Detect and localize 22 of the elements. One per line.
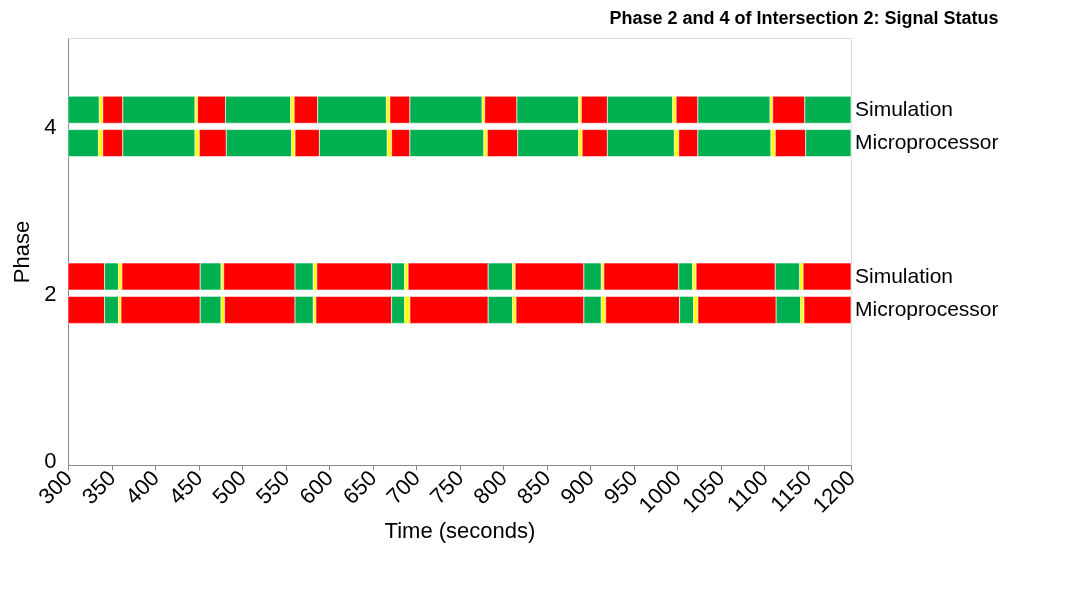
x-tick-label: 650: [337, 465, 382, 509]
chart-title: Phase 2 and 4 of Intersection 2: Signal Status: [609, 8, 999, 28]
x-tick-label: 750: [424, 465, 469, 509]
x-tick-label: 600: [294, 465, 338, 509]
text: Simulation: [855, 263, 954, 287]
x-tick-label: 350: [76, 465, 121, 509]
x-tick-label: 900: [555, 465, 599, 509]
x-tick-label: 400: [120, 465, 164, 509]
text: Simulation: [855, 96, 954, 120]
x-tick-label: 500: [207, 465, 251, 509]
text: Microprocessor: [855, 130, 999, 154]
x-tick-label: 450: [163, 465, 208, 509]
x-tick-label: 550: [250, 465, 295, 509]
y-tick-label: 0: [44, 447, 57, 473]
x-tick-label: 800: [468, 465, 512, 509]
x-axis-title: Time (seconds): [384, 517, 536, 543]
y-axis-title: Phase: [9, 220, 35, 284]
y-tick-label: 2: [44, 280, 57, 306]
x-tick-label: 700: [381, 465, 425, 509]
x-tick-label: 850: [511, 465, 556, 509]
y-tick-label: 4: [44, 113, 57, 139]
text: Microprocessor: [855, 296, 999, 320]
